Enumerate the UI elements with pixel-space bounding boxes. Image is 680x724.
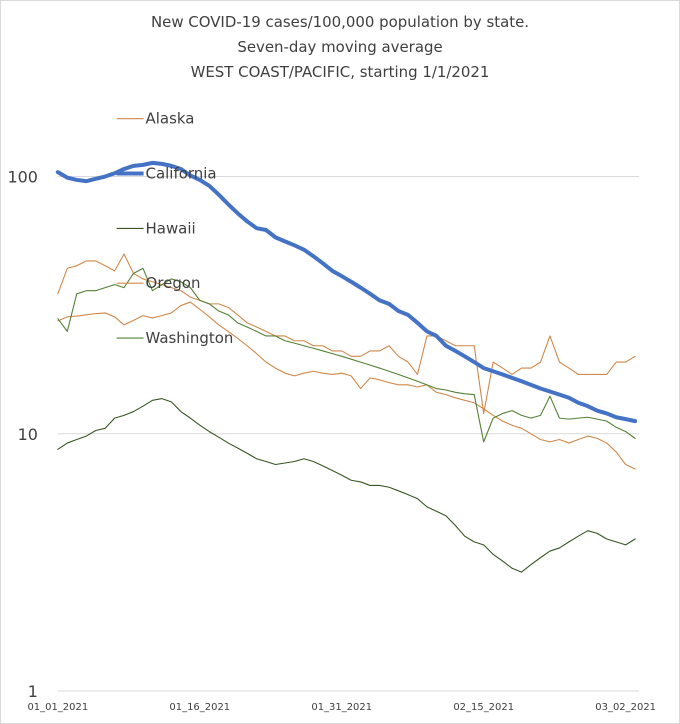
legend-label-california: California bbox=[146, 165, 217, 183]
legend-label-oregon: Oregon bbox=[146, 274, 201, 292]
title-line-3: WEST COAST/PACIFIC, starting 1/1/2021 bbox=[191, 63, 490, 81]
chart-title: New COVID-19 cases/100,000 population by… bbox=[151, 13, 529, 81]
series-line-oregon bbox=[57, 253, 636, 414]
legend-label-washington: Washington bbox=[146, 329, 234, 347]
legend-label-hawaii: Hawaii bbox=[146, 219, 196, 237]
series-line-hawaii bbox=[57, 398, 636, 573]
legend-label-alaska: Alaska bbox=[146, 110, 195, 128]
gridlines bbox=[57, 176, 640, 692]
title-line-2: Seven-day moving average bbox=[237, 38, 442, 56]
series-line-california bbox=[55, 160, 638, 424]
x-tick-label: 01_01_2021 bbox=[27, 702, 88, 713]
series-lines bbox=[55, 160, 638, 573]
series-line-washington bbox=[57, 267, 636, 443]
x-axis-ticks: 01_01_2021 01_16_2021 01_31_2021 02_15_2021… bbox=[27, 702, 656, 713]
y-tick-label: 10 bbox=[18, 425, 38, 444]
y-tick-label: 1 bbox=[28, 682, 38, 701]
x-tick-label: 01_31_2021 bbox=[311, 702, 372, 713]
y-tick-label: 100 bbox=[7, 168, 37, 187]
y-axis-ticks: 1 10 100 bbox=[7, 168, 37, 701]
x-tick-label: 03_02_2021 bbox=[595, 702, 656, 713]
legend: Alaska California Hawaii Oregon Washington bbox=[116, 110, 234, 347]
series-line-alaska bbox=[57, 301, 636, 470]
x-tick-label: 02_15_2021 bbox=[453, 702, 514, 713]
title-line-1: New COVID-19 cases/100,000 population by… bbox=[151, 13, 529, 31]
x-tick-label: 01_16_2021 bbox=[169, 702, 230, 713]
